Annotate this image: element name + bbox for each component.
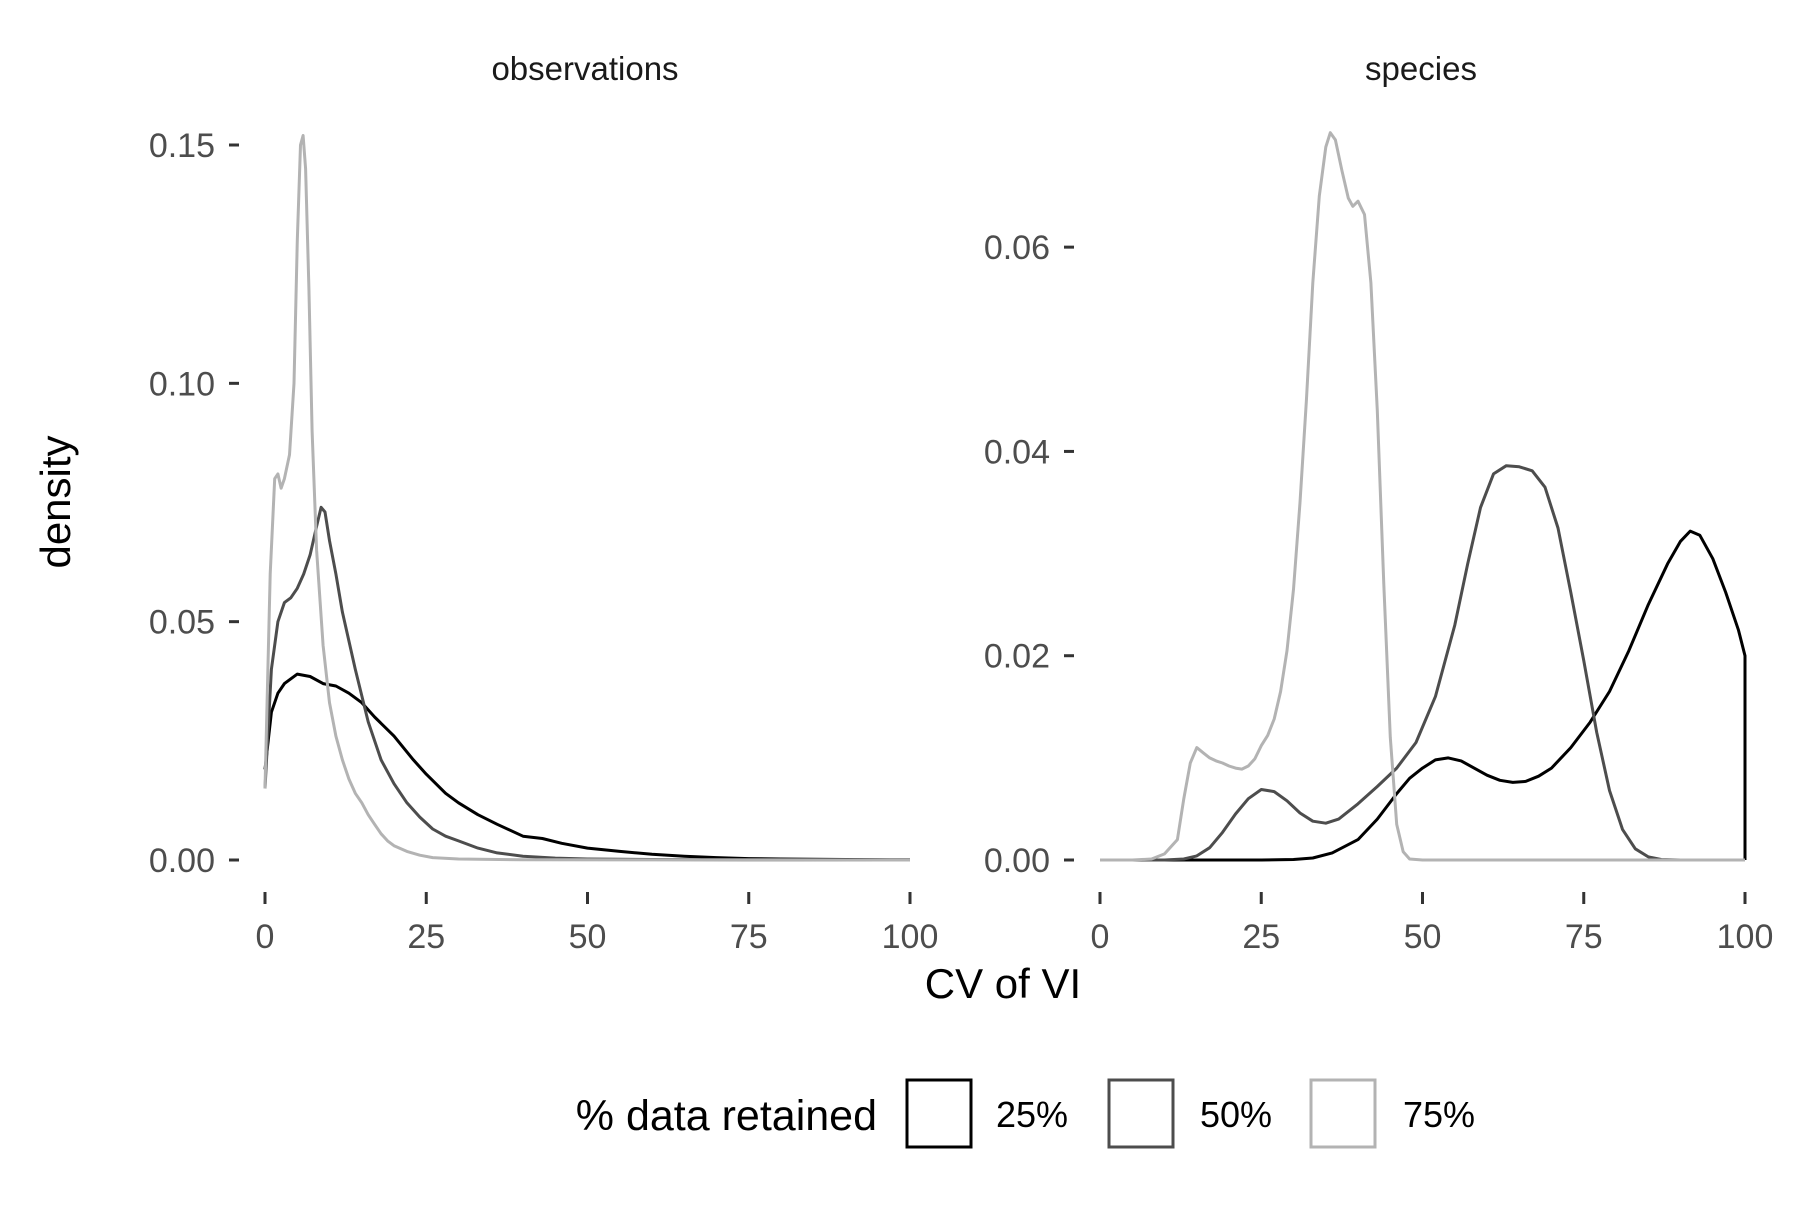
density-lines-species (1100, 131, 1747, 862)
x-tick-label-species: 50 (1404, 918, 1442, 956)
legend-label-50: 50% (1200, 1094, 1272, 1135)
legend-key-50 (1107, 1078, 1175, 1149)
y-tick-label-species: 0.00 (984, 842, 1050, 880)
y-tick-label-observations: 0.05 (149, 604, 215, 642)
x-tick-label-species: 100 (1717, 918, 1774, 956)
legend-label-25: 25% (996, 1094, 1068, 1135)
x-axis-title: CV of VI (925, 960, 1081, 1007)
density-line-25pct-observations (263, 672, 911, 862)
x-tick-label-observations: 50 (569, 918, 607, 956)
density-line-50pct-species (1100, 464, 1745, 862)
legend-key-25 (905, 1078, 973, 1149)
density-line-75pct-observations (263, 134, 911, 862)
y-tick-label-species: 0.04 (984, 433, 1050, 471)
strip-title-species: species (1365, 50, 1477, 87)
y-tick-label-species: 0.06 (984, 229, 1050, 267)
legend: % data retained 25% 50% 75% (576, 1078, 1475, 1149)
y-axis-species: 0.00 0.02 0.04 0.06 (984, 229, 1074, 880)
density-line-75pct-species (1100, 131, 1745, 862)
x-tick-label-observations: 75 (730, 918, 768, 956)
y-tick-label-observations: 0.00 (149, 842, 215, 880)
y-tick-label-observations: 0.10 (149, 365, 215, 403)
legend-key-75 (1309, 1078, 1377, 1149)
x-tick-label-species: 0 (1091, 918, 1110, 956)
x-tick-label-observations: 100 (882, 918, 939, 956)
panel-species: species 0.00 0.02 0.04 0.06 0 25 50 75 100 (984, 50, 1774, 956)
density-line-25pct-species (1100, 529, 1747, 862)
density-lines-observations (263, 134, 911, 862)
y-tick-label-species: 0.02 (984, 638, 1050, 676)
x-axis-species: 0 25 50 75 100 (1091, 892, 1774, 956)
strip-title-observations: observations (491, 50, 678, 87)
legend-title: % data retained (576, 1092, 877, 1140)
x-axis-observations: 0 25 50 75 100 (256, 892, 939, 956)
y-axis-title: density (32, 435, 79, 568)
y-axis-observations: 0.00 0.05 0.10 0.15 (149, 127, 239, 880)
x-tick-label-species: 25 (1242, 918, 1280, 956)
x-tick-label-species: 75 (1565, 918, 1603, 956)
x-tick-label-observations: 25 (407, 918, 445, 956)
panel-observations: observations 0.00 0.05 0.10 0.15 0 25 50 75 100 (149, 50, 939, 956)
x-tick-label-observations: 0 (256, 918, 275, 956)
y-tick-label-observations: 0.15 (149, 127, 215, 165)
legend-label-75: 75% (1403, 1094, 1475, 1135)
density-line-50pct-observations (263, 505, 911, 862)
